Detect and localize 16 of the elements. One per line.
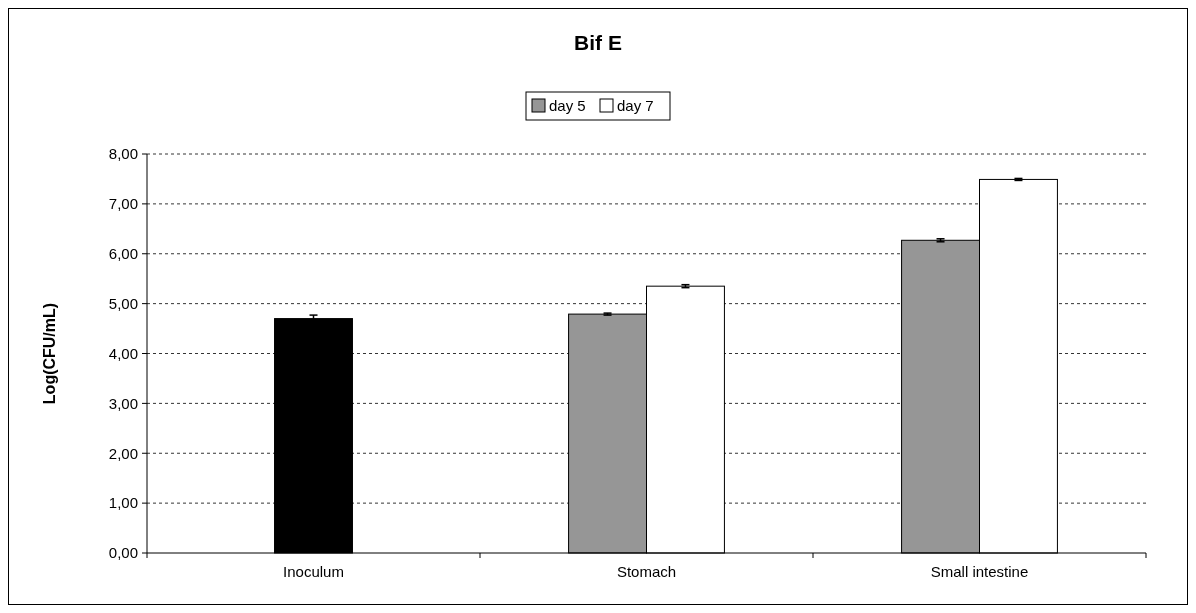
y-tick-label: 0,00 (108, 544, 138, 562)
x-tick-label: Small intestine (930, 563, 1029, 580)
y-tick-label: 5,00 (108, 294, 138, 312)
y-tick-label: 1,00 (108, 494, 138, 512)
y-tick-label: 4,00 (108, 344, 138, 362)
y-tick-label: 7,00 (108, 195, 138, 213)
y-tick-label: 8,00 (108, 145, 138, 163)
y-tick-label: 6,00 (108, 245, 138, 262)
y-tick-label: 2,00 (108, 444, 138, 462)
x-tick-label: Inoculum (283, 563, 344, 580)
chart-title: Bif E (574, 31, 622, 54)
y-axis-title: Log(CFU/mL) (41, 302, 58, 405)
y-tick-label: 3,00 (108, 394, 138, 412)
legend-label: day 7 (617, 97, 654, 114)
x-tick-label: Stomach (616, 563, 677, 580)
legend-label: day 5 (549, 97, 586, 114)
